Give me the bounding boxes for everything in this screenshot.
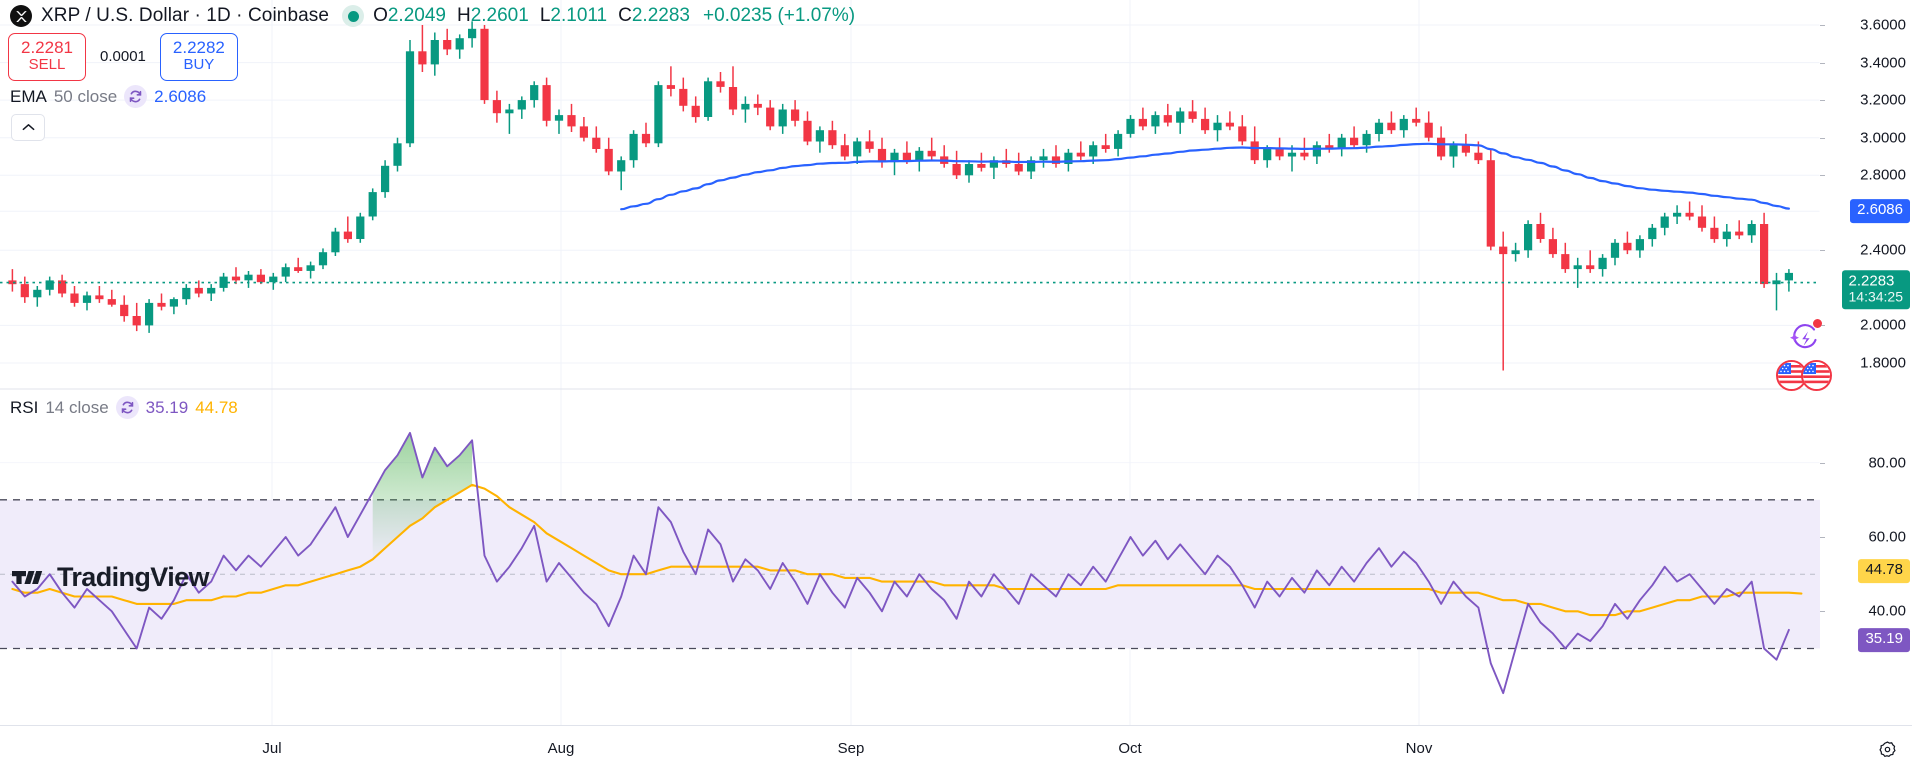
ema-legend[interactable]: EMA 50 close 2.6086 <box>10 85 206 108</box>
price-axis[interactable]: 3.6000 3.4000 3.2000 3.0000 2.8000 2.4000 2.00… <box>1820 0 1912 725</box>
us-flag-badge-icon[interactable] <box>1776 360 1807 391</box>
time-axis-tick: Jul <box>262 740 282 757</box>
collapse-pane-button[interactable] <box>11 114 45 141</box>
chart-settings-gear-icon[interactable] <box>1876 738 1898 760</box>
refresh-circle-icon[interactable] <box>115 396 139 419</box>
ohlc-key-h: H <box>456 5 471 26</box>
countdown-timer: 14:34:25 <box>1848 288 1904 305</box>
candlestick-series <box>8 21 1793 371</box>
ohlc-value-h: 2.2601 <box>470 5 529 26</box>
price-axis-tick: 3.6000 <box>1860 16 1906 34</box>
rsi-args: 14 close <box>45 397 109 417</box>
rsi-axis-tick: 80.00 <box>1868 454 1906 472</box>
ema-args: 50 close <box>53 86 118 106</box>
time-axis-tick: Oct <box>1118 740 1142 757</box>
us-flag-badge-icon-secondary[interactable] <box>1801 360 1832 391</box>
rsi-series <box>11 431 1803 695</box>
floating-action-icons <box>1776 318 1832 391</box>
ohlc-key-c: C <box>618 5 632 26</box>
rsi-axis-tick: 40.00 <box>1868 602 1906 620</box>
price-axis-tick-mark <box>1820 62 1825 64</box>
rsi-axis-tick: 60.00 <box>1868 528 1906 546</box>
us-flag-badge-group[interactable] <box>1776 360 1832 391</box>
chevron-up-icon <box>22 124 34 131</box>
buy-price: 2.2282 <box>172 38 225 57</box>
price-axis-tick-mark <box>1820 175 1825 177</box>
sell-button[interactable]: 2.2281 SELL <box>8 33 86 81</box>
ema-value: 2.6086 <box>154 86 207 106</box>
tradingview-watermark: TradingView <box>12 562 210 593</box>
current-price-value: 2.2283 <box>1848 271 1895 289</box>
market-open-dot-icon <box>342 5 365 27</box>
ohlc-value-c: 2.2283 <box>631 5 690 26</box>
price-axis-tick: 2.4000 <box>1860 241 1906 259</box>
rsi-name: RSI <box>10 397 39 417</box>
time-axis-tick: Sep <box>837 740 865 757</box>
ema-line <box>620 142 1790 211</box>
spread-value: 0.0001 <box>100 48 146 66</box>
price-axis-tick: 1.8000 <box>1860 354 1906 372</box>
xrp-logo-icon <box>10 5 32 27</box>
ohlc-value-o: 2.2049 <box>387 5 446 26</box>
sell-label: SELL <box>28 56 66 74</box>
rsi-value-badge[interactable]: 35.19 <box>1858 628 1910 653</box>
price-axis-tick-mark <box>1820 25 1825 26</box>
notification-dot-icon <box>1813 319 1822 328</box>
tradingview-logo-icon <box>12 571 43 584</box>
ohlc-value-l: 2.1011 <box>550 5 608 26</box>
price-axis-tick-mark <box>1820 250 1825 252</box>
price-change: +0.0235 (+1.07%) <box>702 5 856 26</box>
rsi-axis-tick-mark <box>1820 537 1825 538</box>
ohlc-key-o: O <box>373 5 388 26</box>
rsi-axis-tick-mark <box>1820 462 1825 464</box>
tradingview-wordmark: TradingView <box>57 562 210 592</box>
rsi-axis-tick-mark <box>1820 611 1825 613</box>
symbol-title[interactable]: XRP / U.S. Dollar · 1D · Coinbase <box>41 5 330 26</box>
symbol-legend: XRP / U.S. Dollar · 1D · Coinbase O2.204… <box>10 4 855 28</box>
rsi-legend[interactable]: RSI 14 close 35.19 44.78 <box>10 396 238 419</box>
price-axis-tick: 3.4000 <box>1860 54 1906 72</box>
current-price-badge[interactable]: 2.2283 14:34:25 <box>1841 269 1910 310</box>
price-axis-tick: 3.0000 <box>1860 129 1906 147</box>
buy-sell-panel: 2.2281 SELL 0.0001 2.2282 BUY <box>8 33 238 81</box>
price-axis-tick-mark <box>1820 137 1825 139</box>
price-axis-tick: 2.0000 <box>1860 316 1906 334</box>
ohlc-key-l: L <box>539 5 551 26</box>
price-axis-tick: 3.2000 <box>1860 91 1906 109</box>
ai-assistant-icon[interactable] <box>1784 318 1824 358</box>
time-axis-tick: Nov <box>1405 740 1433 757</box>
ema-price-badge[interactable]: 2.6086 <box>1850 199 1910 224</box>
rsi-value: 35.19 <box>145 397 189 417</box>
buy-label: BUY <box>183 56 215 74</box>
price-axis-tick: 2.8000 <box>1860 166 1906 184</box>
refresh-circle-icon[interactable] <box>124 85 148 108</box>
buy-button[interactable]: 2.2282 BUY <box>159 33 238 81</box>
rsi-ma-value: 44.78 <box>195 397 238 417</box>
ohlc-values: O2.2049 H2.2601 L2.1011 C2.2283 +0.0235 … <box>373 4 855 28</box>
rsi-ma-badge[interactable]: 44.78 <box>1858 559 1910 584</box>
time-axis[interactable]: Jul Aug Sep Oct Nov <box>0 725 1912 771</box>
sell-price: 2.2281 <box>21 38 73 57</box>
price-axis-tick-mark <box>1820 325 1825 327</box>
price-axis-tick-mark <box>1820 100 1825 102</box>
time-axis-tick: Aug <box>547 740 575 757</box>
ema-name: EMA <box>10 86 47 106</box>
rsi-band <box>0 499 1820 650</box>
